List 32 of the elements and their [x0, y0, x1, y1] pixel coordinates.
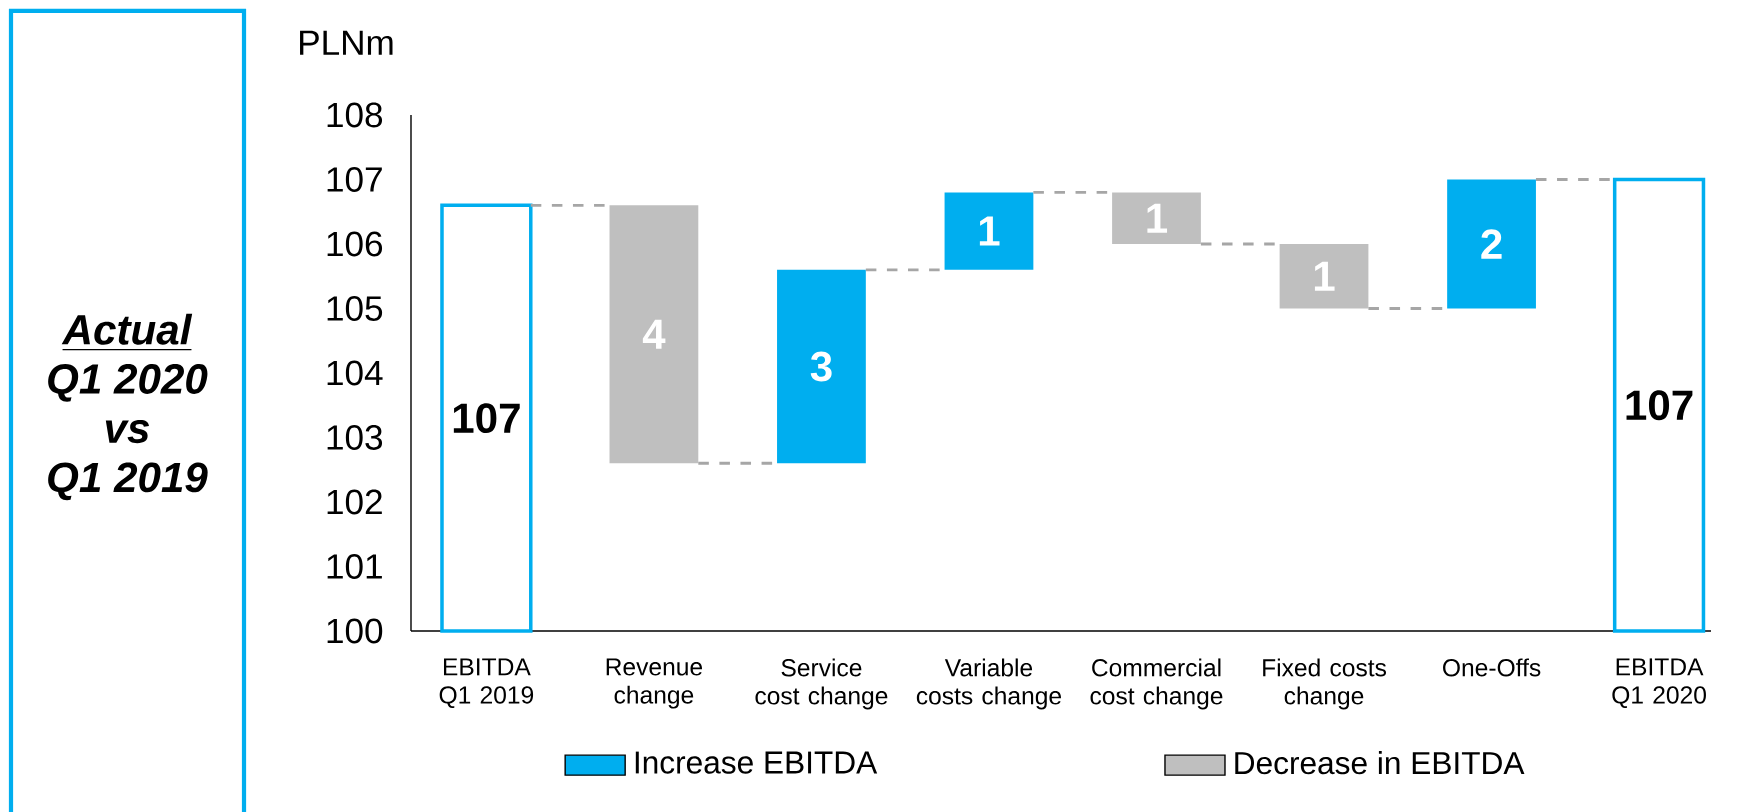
text: Actual: [61, 313, 193, 345]
y-tick-label: 108: [327, 102, 383, 128]
data-label: 4: [642, 319, 666, 349]
x-tick-label: EBITDA Q1 2019: [439, 658, 534, 709]
x-tick-label: Variable costs change: [916, 658, 1061, 710]
y-tick-label: 105: [327, 296, 383, 321]
data-label: 1: [979, 216, 1000, 246]
x-tick-label: Revenue change: [606, 658, 703, 709]
x-tick-label: One-Offs: [1443, 658, 1541, 677]
data-label: 1: [1314, 261, 1335, 291]
x-tick-label: Commercial cost change: [1090, 658, 1223, 710]
y-axis-title: PLNm: [300, 30, 393, 55]
x-tick-label: EBITDA Q1 2020: [1612, 658, 1706, 709]
text: Q1 2019: [48, 462, 208, 501]
y-tick-label: 106: [327, 231, 383, 257]
data-label: 107: [1626, 390, 1693, 421]
y-tick-label: 104: [327, 360, 383, 386]
data-label: 2: [1481, 229, 1502, 259]
data-label: 107: [453, 403, 520, 434]
y-tick-label: 102: [327, 489, 382, 515]
data-label: 3: [810, 351, 832, 382]
y-tick-label: 100: [327, 618, 383, 644]
y-tick-label: 107: [327, 167, 382, 192]
x-tick-label: Fixed costs change: [1263, 658, 1386, 710]
text: Q1 2020: [48, 364, 208, 402]
y-tick-label: 101: [327, 554, 382, 579]
text: vs: [105, 420, 149, 444]
y-tick-label: 103: [327, 425, 383, 450]
legend-label: Increase EBITDA: [635, 751, 878, 774]
legend-label: Decrease in EBITDA: [1235, 751, 1525, 775]
data-label: 1: [1147, 203, 1168, 233]
x-tick-label: Service cost change: [755, 658, 888, 710]
